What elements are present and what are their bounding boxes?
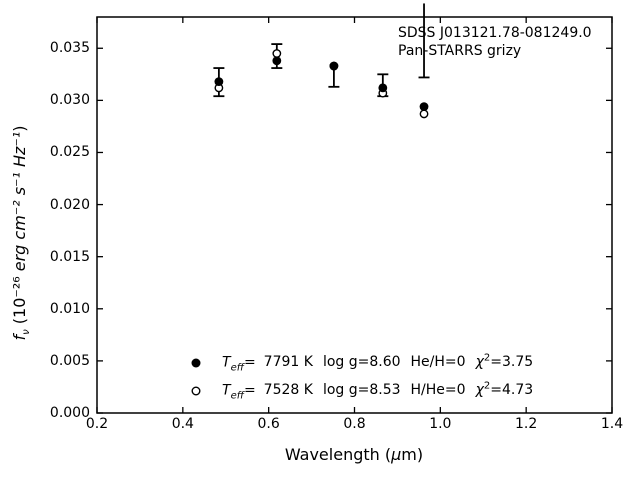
y-tick-label: 0.020 <box>49 196 90 213</box>
teff-value: 7791 K <box>263 354 313 371</box>
y-tick-label: 0.005 <box>49 352 90 369</box>
teff-subscript: eff <box>230 362 244 374</box>
data-point-filled <box>378 83 388 93</box>
y-tick-label: 0.010 <box>49 300 90 317</box>
x-axis-label-text: Wavelength ( <box>284 445 392 464</box>
chi-superscript: 2 <box>483 380 491 392</box>
logg-value: log g=8.60 <box>322 354 401 371</box>
logg-value: log g=8.53 <box>322 382 401 399</box>
y-tick-label: 0.035 <box>49 40 90 57</box>
x-tick-label: 0.2 <box>85 416 109 432</box>
x-tick-label: 1.4 <box>600 416 624 432</box>
open-circle-marker <box>191 386 201 396</box>
flux-symbol: f <box>10 334 29 341</box>
filled-circle-marker <box>191 358 201 368</box>
teff-value: 7528 K <box>263 382 313 399</box>
chi-squared-value: =4.73 <box>490 382 534 399</box>
data-point-filled <box>272 56 282 66</box>
teff-subscript: eff <box>230 390 244 402</box>
annotation-line2: Pan-STARRS grizy <box>398 43 522 59</box>
data-point-filled <box>329 61 339 71</box>
legend-row-open: Teff= 7528 K log g=8.53 H/He=0 χ2=4.73 <box>189 381 533 401</box>
chi-squared-group: χ2=3.75 <box>475 352 534 371</box>
x-axis-label-unit: m) <box>401 445 424 464</box>
x-tick-label: 0.8 <box>343 416 366 432</box>
composition-value: He/H=0 <box>410 354 466 371</box>
data-point-filled <box>214 77 224 87</box>
y-axis-label-units: erg cm⁻² s⁻¹ Hz⁻¹ <box>10 131 29 272</box>
data-point-filled <box>419 102 429 112</box>
y-axis-label-scale: (10⁻²⁶ <box>10 271 29 330</box>
annotation-line1: SDSS J013121.78-081249.0 <box>398 25 592 41</box>
annotation: SDSS J013121.78-081249.0 Pan-STARRS griz… <box>398 24 592 60</box>
chi-squared-value: =3.75 <box>490 354 534 371</box>
y-tick-label: 0.025 <box>49 144 90 161</box>
nu-subscript: ν <box>21 329 33 335</box>
chi-symbol: χ <box>475 382 484 399</box>
y-tick-label: 0.030 <box>49 92 90 109</box>
y-tick-label: 0.000 <box>49 405 90 421</box>
equals-sign: = <box>243 382 256 399</box>
chi-squared-group: χ2=4.73 <box>475 380 534 399</box>
composition-value: H/He=0 <box>410 382 466 399</box>
x-tick-label: 1.2 <box>515 416 538 432</box>
teff-symbol: T <box>222 354 231 371</box>
teff-symbol: T <box>222 382 231 399</box>
x-tick-label: 0.6 <box>257 416 280 432</box>
legend-row-filled: Teff= 7791 K log g=8.60 He/H=0 χ2=3.75 <box>189 353 533 373</box>
x-axis-label: Wavelength (μm) <box>204 445 504 465</box>
mu-symbol: μ <box>391 445 402 464</box>
y-axis-label: fν (10⁻²⁶ erg cm⁻² s⁻¹ Hz⁻¹) <box>9 73 33 393</box>
legend-text-filled: Teff= 7791 K log g=8.60 He/H=0 χ2=3.75 <box>222 353 533 373</box>
x-tick-label: 1.0 <box>429 416 452 432</box>
data-point-open <box>419 109 429 119</box>
data-point-open <box>272 49 282 58</box>
x-tick-label: 0.4 <box>171 416 194 432</box>
chi-symbol: χ <box>475 354 484 371</box>
chi-superscript: 2 <box>483 352 491 364</box>
y-tick-label: 0.015 <box>49 248 90 265</box>
y-axis-label-close: ) <box>10 125 29 132</box>
legend-text-open: Teff= 7528 K log g=8.53 H/He=0 χ2=4.73 <box>222 381 533 401</box>
equals-sign: = <box>243 354 256 371</box>
